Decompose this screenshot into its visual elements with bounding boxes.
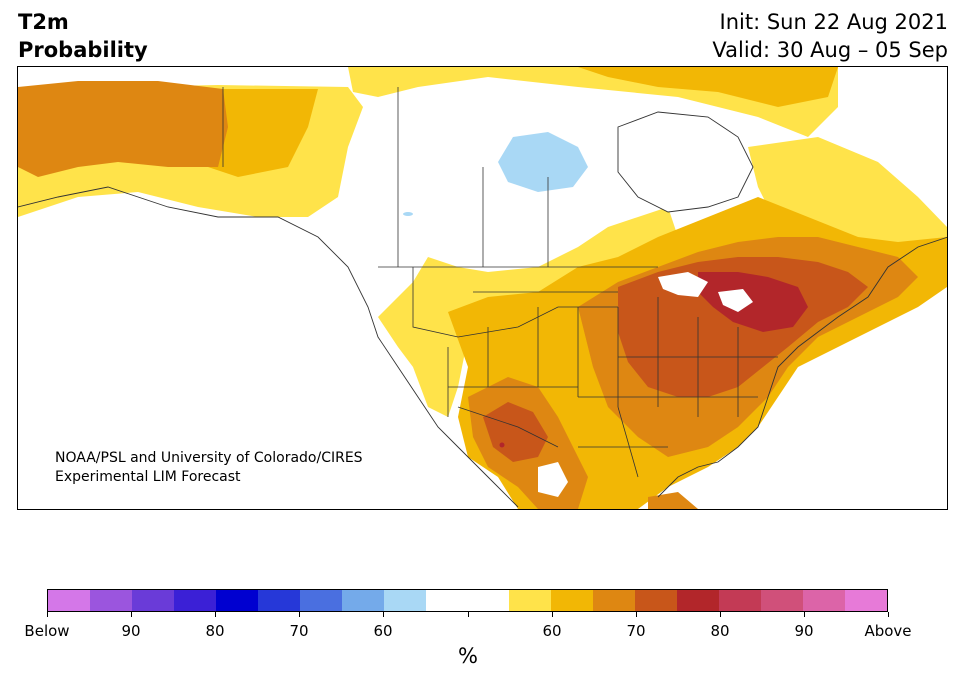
- colorbar-tick: [215, 612, 216, 617]
- colorbar-tick-label: 90: [121, 622, 141, 640]
- colorbar-ticks: [47, 612, 889, 618]
- colorbar-tick: [47, 612, 48, 617]
- region-arctic-65: [578, 67, 838, 107]
- colorbar-tick: [888, 612, 889, 617]
- colorbar-unit: %: [458, 644, 478, 668]
- map-credit: NOAA/PSL and University of Colorado/CIRE…: [55, 449, 363, 487]
- region-hudson-below-60: [498, 132, 588, 192]
- colorbar-tick: [636, 612, 637, 617]
- colorbar-tick: [383, 612, 384, 617]
- region-alaska-70: [18, 81, 228, 177]
- colorbar-segment: [299, 590, 342, 611]
- political-borders: [222, 87, 778, 478]
- colorbar-tick-label: Below: [24, 622, 70, 640]
- colorbar-tick-label: Above: [864, 622, 912, 640]
- colorbar-segment: [425, 590, 468, 611]
- probability-colorbar: [47, 589, 888, 612]
- colorbar-segment: [761, 590, 804, 611]
- colorbar-tick: [804, 612, 805, 617]
- colorbar-segment: [131, 590, 174, 611]
- colorbar-segment: [803, 590, 846, 611]
- title-variable: T2m: [18, 10, 69, 34]
- colorbar-segment: [467, 590, 510, 611]
- probability-map: [17, 66, 948, 510]
- colorbar-segment: [551, 590, 594, 611]
- colorbar-tick: [720, 612, 721, 617]
- region-mexico-south-70: [648, 492, 698, 509]
- colorbar-segment: [383, 590, 426, 611]
- colorbar-segment: [509, 590, 552, 611]
- colorbar-tick-label: 90: [794, 622, 814, 640]
- credit-line-2: Experimental LIM Forecast: [55, 469, 241, 485]
- colorbar-tick: [552, 612, 553, 617]
- mexico-white-pocket: [538, 462, 568, 497]
- colorbar-tick: [299, 612, 300, 617]
- title-product: Probability: [18, 38, 148, 62]
- colorbar-tick-label: 60: [542, 622, 562, 640]
- colorbar-tick: [468, 612, 469, 617]
- colorbar-tick: [131, 612, 132, 617]
- map-title: T2m Probability: [18, 8, 148, 64]
- colorbar-segment: [173, 590, 216, 611]
- region-small-below-60: [403, 212, 413, 216]
- colorbar-segment: [48, 590, 90, 611]
- region-central-us-60: [378, 207, 678, 417]
- map-canvas: [18, 67, 947, 509]
- colorbar-tick-label: 80: [205, 622, 225, 640]
- colorbar-segment: [593, 590, 636, 611]
- great-lakes-water: [658, 272, 753, 312]
- colorbar-tick-label: 70: [289, 622, 309, 640]
- colorbar-tick-label: 60: [373, 622, 393, 640]
- colorbar-segment: [257, 590, 300, 611]
- colorbar-segment: [719, 590, 762, 611]
- colorbar-segment: [635, 590, 678, 611]
- colorbar-segment: [89, 590, 132, 611]
- hudson-bay-white: [613, 112, 753, 212]
- credit-line-1: NOAA/PSL and University of Colorado/CIRE…: [55, 450, 363, 466]
- forecast-dates: Init: Sun 22 Aug 2021 Valid: 30 Aug – 05…: [712, 8, 948, 64]
- colorbar-tick-label: 80: [710, 622, 730, 640]
- init-date: Init: Sun 22 Aug 2021: [719, 10, 948, 34]
- location-marker: [499, 442, 505, 448]
- colorbar-segment: [341, 590, 384, 611]
- colorbar-segment: [215, 590, 258, 611]
- colorbar-tick-label: 70: [626, 622, 646, 640]
- valid-date: Valid: 30 Aug – 05 Sep: [712, 38, 948, 62]
- region-mexico-75: [483, 402, 548, 462]
- coastlines: [18, 111, 947, 508]
- colorbar-segment: [845, 590, 888, 611]
- region-west-canada-65: [208, 89, 318, 177]
- colorbar-segment: [677, 590, 720, 611]
